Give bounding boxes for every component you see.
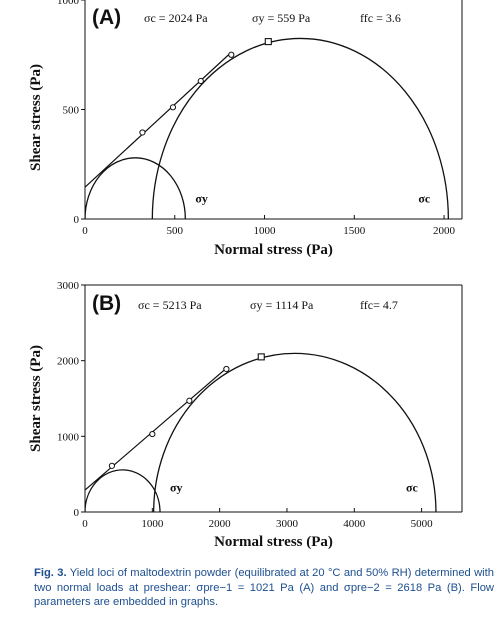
flow-param-label: σy = 559 Pa — [252, 11, 311, 25]
x-tick-label: 2000 — [433, 225, 456, 237]
x-tick-label: 5000 — [411, 518, 434, 530]
yield-locus-line — [85, 367, 227, 491]
y-axis-label: Shear stress (Pa) — [28, 64, 44, 171]
flow-param-label: ffc= 4.7 — [360, 298, 398, 312]
panel-label: (A) — [92, 6, 121, 29]
flow-param-label: ffc = 3.6 — [360, 11, 401, 25]
x-tick-label: 0 — [82, 518, 88, 530]
shear-point — [186, 397, 193, 404]
mohr-circle-major — [151, 37, 450, 219]
sigma-y-label: σy — [170, 481, 183, 495]
chart-panel-b: 0 1000 2000 3000 4000 5000 0 1000 2000 3000 Normal… — [28, 280, 463, 550]
y-tick-label: 3000 — [57, 280, 80, 292]
y-tick-label: 500 — [63, 105, 80, 117]
yield-locus-line — [85, 54, 230, 188]
shear-point — [108, 462, 116, 469]
preshear-point — [257, 353, 265, 361]
shear-point — [223, 365, 230, 373]
flow-param-label: σy = 1114 Pa — [250, 298, 314, 312]
flow-param-label: σc = 5213 Pa — [138, 298, 202, 312]
y-tick-label: 0 — [74, 214, 80, 226]
preshear-point — [264, 38, 272, 46]
plot-area — [85, 37, 450, 219]
x-tick-label: 0 — [82, 225, 88, 237]
mohr-circle-major — [153, 352, 437, 512]
x-tick-label: 1000 — [254, 225, 277, 237]
shear-point — [197, 77, 204, 85]
shear-point — [169, 104, 177, 111]
sigma-c-label: σc — [418, 192, 431, 206]
chart-panel-a: 0 500 1000 1500 2000 0 500 1000 Normal stress (P… — [28, 0, 463, 258]
mohr-circle-unconfined — [85, 157, 187, 219]
x-tick-label: 500 — [167, 225, 184, 237]
x-axis-label: Normal stress (Pa) — [214, 534, 333, 550]
shear-point — [139, 129, 146, 136]
x-tick-label: 1000 — [141, 518, 164, 530]
mohr-circle-unconfined — [85, 469, 161, 512]
x-axis-label: Normal stress (Pa) — [214, 242, 333, 258]
sigma-y-label: σy — [195, 192, 208, 206]
y-tick-label: 1000 — [57, 431, 80, 443]
panel-label: (B) — [92, 292, 121, 315]
figure-caption: Fig. 3. Yield loci of maltodextrin powde… — [34, 566, 494, 610]
sigma-c-label: σc — [406, 481, 419, 495]
flow-param-label: σc = 2024 Pa — [144, 11, 208, 25]
x-tick-label: 1500 — [343, 225, 366, 237]
caption-text: Yield loci of maltodextrin powder (equil… — [34, 567, 494, 608]
y-tick-label: 1000 — [57, 0, 80, 7]
x-tick-label: 4000 — [343, 518, 366, 530]
caption-fig-label: Fig. 3. — [34, 567, 67, 579]
shear-point — [149, 430, 156, 438]
shear-point — [228, 51, 235, 58]
y-tick-label: 2000 — [57, 356, 80, 368]
y-axis-label: Shear stress (Pa) — [28, 345, 44, 452]
x-tick-label: 2000 — [209, 518, 232, 530]
x-tick-label: 3000 — [276, 518, 299, 530]
y-tick-label: 0 — [74, 507, 80, 519]
plot-area — [85, 352, 437, 512]
